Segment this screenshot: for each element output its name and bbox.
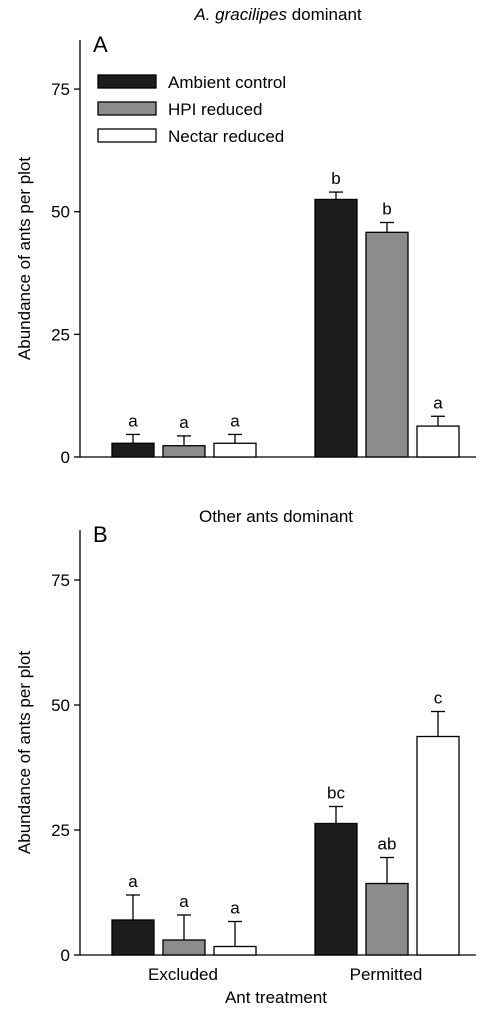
panel-letter: B xyxy=(93,522,108,547)
significance-label: b xyxy=(331,169,340,188)
legend-label: Ambient control xyxy=(168,73,286,92)
panel-b: 0 25 50 75 Other ants dominant B Abundance of … xyxy=(15,507,476,1007)
y-axis-title: Abundance of ants per plot xyxy=(15,157,34,360)
y-tick-label: 50 xyxy=(51,203,70,222)
significance-label: c xyxy=(434,689,443,708)
panel-a: 0 25 50 75 A. gracilipes dominant A Abundance … xyxy=(15,5,476,467)
bar xyxy=(365,882,409,956)
significance-label: a xyxy=(128,872,138,891)
x-category-label: Excluded xyxy=(148,965,218,984)
legend-label: HPI reduced xyxy=(168,100,263,119)
significance-label: a xyxy=(179,892,189,911)
bar xyxy=(213,945,257,956)
significance-label: bc xyxy=(327,784,345,803)
bar xyxy=(162,939,206,956)
bar xyxy=(213,442,257,458)
legend-swatch xyxy=(97,74,157,89)
significance-label: a xyxy=(179,413,189,432)
y-tick-label: 25 xyxy=(51,821,70,840)
y-tick-label: 0 xyxy=(61,448,70,467)
bar xyxy=(416,425,460,458)
y-tick-label: 75 xyxy=(51,80,70,99)
significance-label: a xyxy=(230,899,240,918)
bar xyxy=(416,735,460,956)
y-axis-title: Abundance of ants per plot xyxy=(15,651,34,854)
bar xyxy=(314,822,358,956)
bar xyxy=(314,198,358,458)
chart-title: A. gracilipes dominant xyxy=(193,5,362,24)
legend-label: Nectar reduced xyxy=(168,127,284,146)
significance-label: ab xyxy=(378,835,397,854)
bar xyxy=(111,442,155,458)
y-tick-label: 75 xyxy=(51,571,70,590)
chart-title-rest: dominant xyxy=(287,5,362,24)
y-tick-label: 0 xyxy=(61,946,70,965)
x-axis-title: Ant treatment xyxy=(225,988,327,1007)
chart-title: Other ants dominant xyxy=(199,507,353,526)
y-tick-label: 50 xyxy=(51,696,70,715)
bar xyxy=(162,445,206,458)
x-category-label: Permitted xyxy=(350,965,423,984)
bar xyxy=(365,231,409,458)
significance-label: a xyxy=(230,411,240,430)
legend-swatch xyxy=(97,128,157,143)
significance-label: b xyxy=(382,199,391,218)
y-tick-label: 25 xyxy=(51,325,70,344)
legend-swatch xyxy=(97,101,157,116)
chart-title-italic: A. gracilipes xyxy=(193,5,287,24)
significance-label: a xyxy=(433,393,443,412)
bar xyxy=(111,919,155,956)
panel-letter: A xyxy=(93,32,108,57)
significance-label: a xyxy=(128,411,138,430)
